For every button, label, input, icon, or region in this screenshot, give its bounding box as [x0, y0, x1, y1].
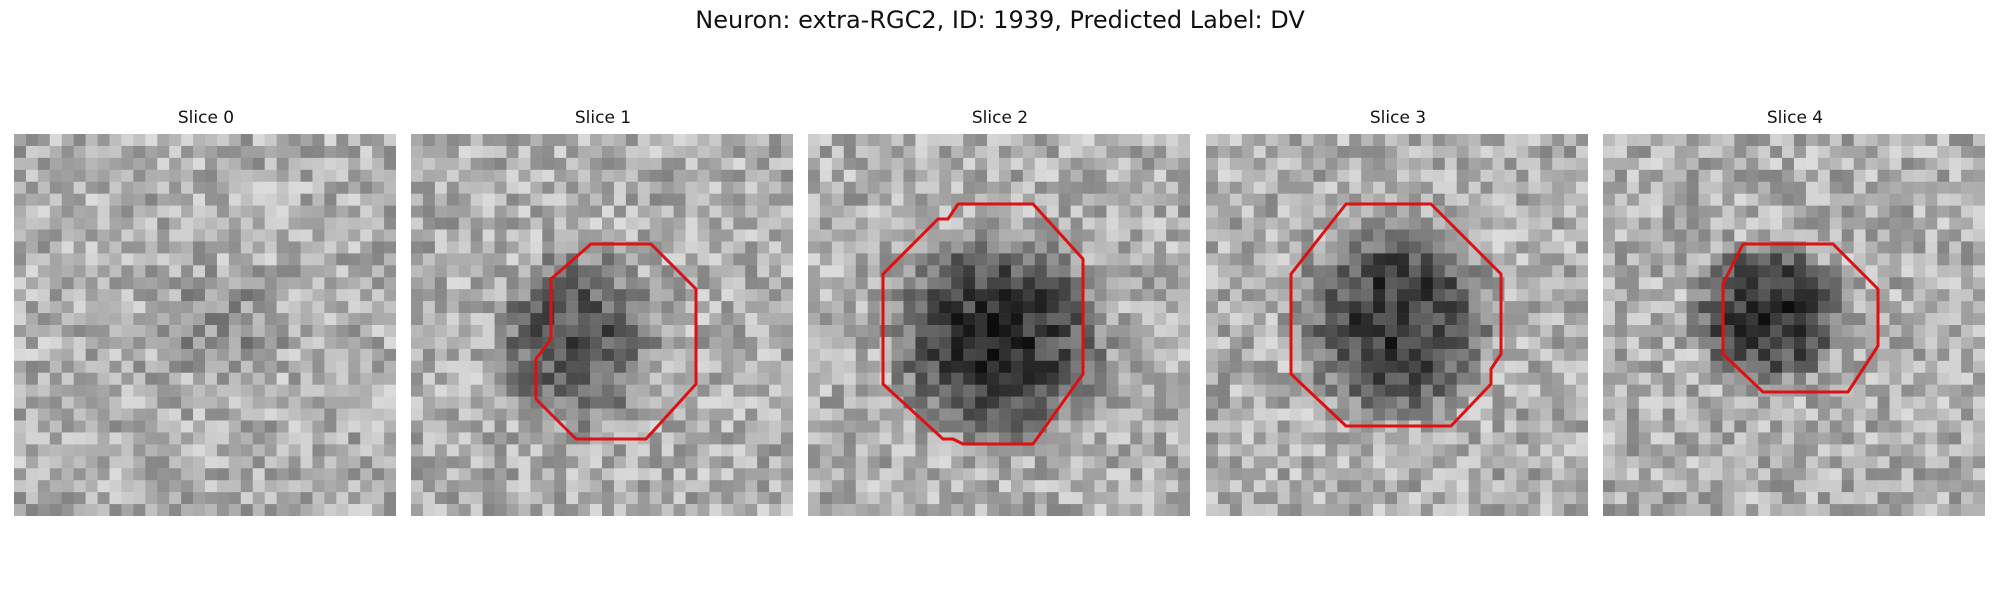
- pixel-grid: [1603, 134, 1985, 516]
- slice-image: [14, 134, 396, 516]
- slice-panel: Slice 4: [1603, 108, 1987, 526]
- slice-panel: Slice 3: [1206, 108, 1590, 526]
- pixel-grid: [411, 134, 793, 516]
- pixel-grid: [14, 134, 396, 516]
- slice-image: [1603, 134, 1985, 516]
- slice-panel: Slice 1: [411, 108, 795, 526]
- slice-title: Slice 1: [574, 108, 632, 128]
- slice-title: Slice 2: [971, 108, 1029, 128]
- slice-panel: Slice 2: [808, 108, 1192, 526]
- pixel-grid: [1206, 134, 1588, 516]
- slice-title: Slice 0: [177, 108, 235, 128]
- slice-image: [808, 134, 1190, 516]
- slice-title: Slice 4: [1766, 108, 1824, 128]
- roi-contour: [534, 242, 698, 441]
- roi-contour: [881, 202, 1085, 446]
- slice-panel: Slice 0: [14, 108, 398, 526]
- roi-contour: [1289, 202, 1503, 428]
- slice-image: [411, 134, 793, 516]
- roi-contour: [1721, 242, 1880, 394]
- slice-image: [1206, 134, 1588, 516]
- figure-title: Neuron: extra-RGC2, ID: 1939, Predicted …: [695, 6, 1305, 34]
- pixel-grid: [808, 134, 1190, 516]
- slice-title: Slice 3: [1369, 108, 1427, 128]
